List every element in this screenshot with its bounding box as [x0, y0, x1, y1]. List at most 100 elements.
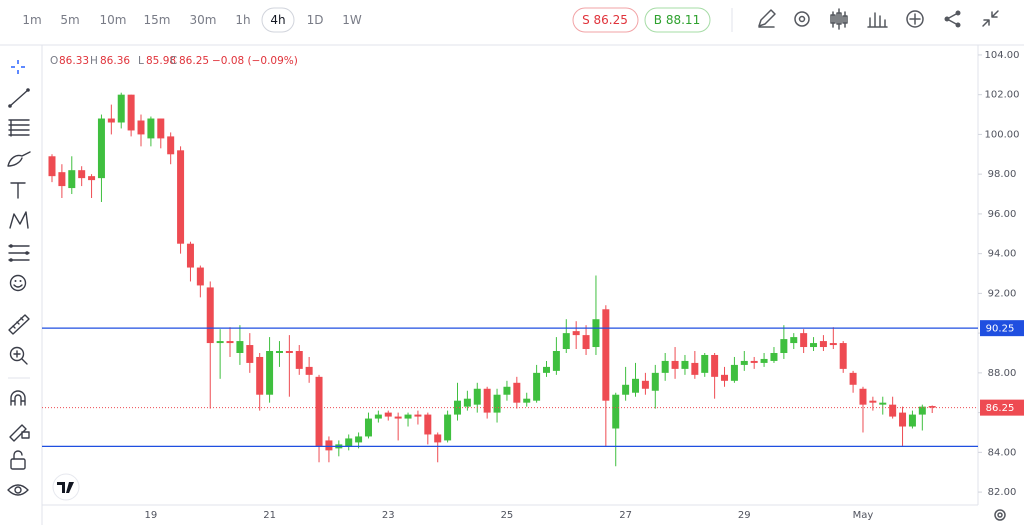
brush-tool[interactable] — [7, 151, 31, 167]
candle-body — [869, 400, 877, 403]
x-tick-label: 27 — [619, 510, 632, 521]
candle-body — [88, 176, 96, 181]
sell-price[interactable]: S 86.25 — [582, 13, 628, 27]
candle-body — [266, 351, 274, 395]
legend-value: 86.36 — [100, 55, 130, 67]
candle-body — [552, 351, 560, 371]
candle-body — [740, 360, 748, 365]
collapse-icon[interactable] — [982, 10, 999, 27]
candle-body — [928, 406, 936, 408]
visibility-tool[interactable] — [7, 484, 29, 496]
timeframe-button[interactable]: 1D — [307, 13, 324, 27]
lock-tool[interactable] — [10, 450, 26, 470]
y-tick-label: 98.00 — [988, 169, 1017, 180]
candle-body — [206, 287, 214, 344]
candle-body — [523, 398, 531, 403]
candle-body — [473, 388, 481, 405]
candle-body — [681, 360, 689, 369]
candle-body — [641, 380, 649, 389]
candle-body — [453, 400, 461, 415]
candle-body — [770, 352, 778, 361]
timeframe-button[interactable]: 1m — [22, 13, 41, 27]
candle-body — [730, 364, 738, 381]
tradingview-logo[interactable] — [52, 473, 80, 501]
candle-body — [572, 331, 580, 336]
y-tick-label: 102.00 — [985, 90, 1020, 101]
candle-body — [444, 414, 452, 441]
fib-tool[interactable] — [8, 119, 30, 137]
pencil-icon[interactable] — [758, 9, 776, 28]
candle-body — [622, 384, 630, 395]
candle-body — [780, 339, 788, 353]
sell-button[interactable] — [572, 7, 639, 33]
legend-key: C — [170, 55, 177, 67]
price-label: 86.25 — [986, 403, 1015, 414]
candle-body — [246, 345, 254, 363]
y-tick-label: 104.00 — [985, 50, 1020, 61]
prediction-tool[interactable] — [8, 244, 30, 262]
candle-body — [750, 360, 758, 363]
candle-body — [810, 343, 818, 348]
zoom-tool[interactable] — [9, 346, 28, 365]
timeframe-button[interactable]: 30m — [190, 13, 217, 27]
candle-body — [513, 382, 521, 403]
candle-body — [325, 440, 333, 451]
candle-body — [671, 360, 679, 369]
candle-body — [632, 378, 640, 393]
candle-body — [414, 414, 422, 417]
candle-body — [394, 416, 402, 419]
text-tool[interactable] — [10, 182, 26, 199]
candle-body — [701, 354, 709, 373]
timeframe-button[interactable]: 15m — [144, 13, 171, 27]
emoji-tool[interactable] — [9, 274, 27, 292]
trendline-tool[interactable] — [8, 88, 30, 108]
candle-body — [424, 414, 432, 435]
y-tick-label: 82.00 — [988, 487, 1017, 498]
candle-body — [602, 309, 610, 401]
share-icon[interactable] — [944, 10, 961, 28]
indicators-icon[interactable] — [867, 12, 888, 28]
candle-body — [582, 335, 590, 350]
settings-icon[interactable] — [794, 11, 810, 27]
pattern-tool[interactable] — [9, 211, 29, 229]
ruler-tool[interactable] — [8, 314, 30, 335]
magnet-tool[interactable] — [10, 390, 26, 406]
candle-body — [58, 172, 66, 187]
top-toolbar: S 86.25 B 88.11 1m 5m 10m 15m 30m 1h 4h 1D 1W — [0, 7, 1024, 46]
settings-icon[interactable] — [994, 509, 1006, 521]
price-label: 90.25 — [986, 324, 1015, 335]
x-tick-label: 19 — [145, 510, 158, 521]
timeframe-selected[interactable] — [261, 7, 295, 33]
timeframe-button[interactable]: 5m — [60, 13, 79, 27]
candle-body — [117, 94, 125, 123]
candle-type-icon[interactable] — [830, 8, 848, 30]
candle-body — [345, 438, 353, 447]
timeframe-button[interactable]: 1W — [342, 13, 362, 27]
buy-button[interactable] — [644, 7, 711, 33]
candle-body — [661, 360, 669, 373]
x-tick-label: 21 — [263, 510, 276, 521]
candle-body — [127, 94, 135, 131]
crosshair-tool[interactable] — [11, 60, 25, 74]
timeframe-button[interactable]: 4h — [270, 13, 285, 27]
timeframe-button[interactable]: 1h — [235, 13, 250, 27]
candle-body — [107, 118, 115, 123]
add-icon[interactable] — [906, 10, 924, 28]
candle-body — [226, 341, 234, 344]
legend-key: H — [90, 55, 98, 67]
candle-body — [908, 414, 916, 427]
legend-value: 86.33 — [59, 55, 89, 67]
x-tick-label: 23 — [382, 510, 395, 521]
candle-body — [275, 351, 283, 353]
buy-price[interactable]: B 88.11 — [654, 13, 700, 27]
legend-key: L — [138, 55, 144, 67]
lock-drawings-tool[interactable] — [9, 424, 30, 442]
timeframe-button[interactable]: 10m — [100, 13, 127, 27]
candle-body — [800, 333, 808, 348]
candle-body — [196, 267, 204, 286]
candle-body — [364, 418, 372, 437]
candle-body — [48, 156, 56, 177]
candle-body — [355, 436, 363, 443]
